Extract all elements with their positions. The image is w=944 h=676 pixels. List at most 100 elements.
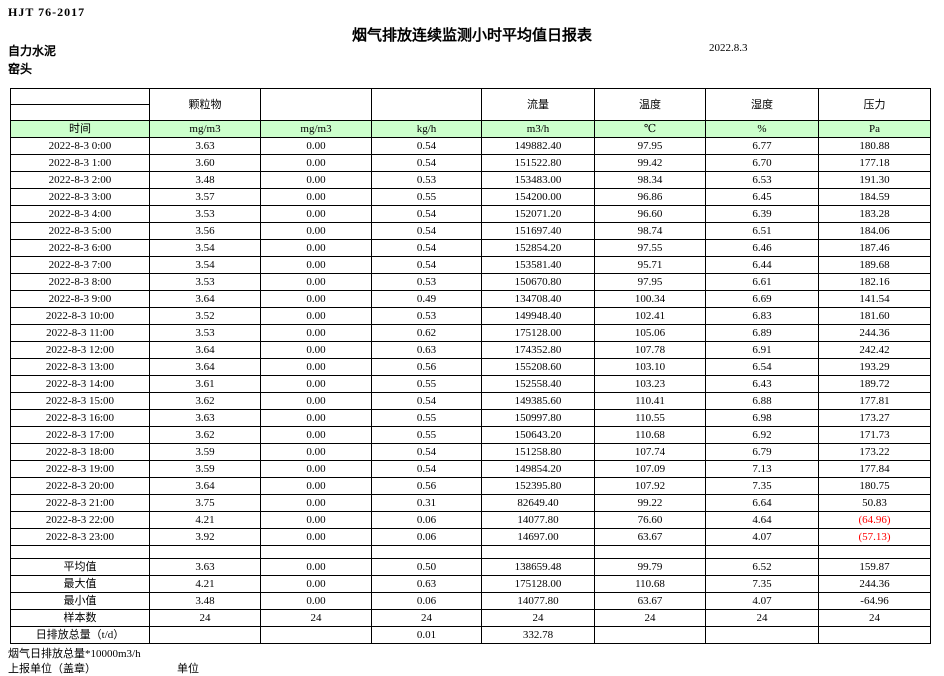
time-cell: 2022-8-3 2:00 — [10, 171, 150, 189]
value-cell: 175128.00 — [481, 575, 595, 593]
value-cell: 0.54 — [371, 137, 482, 155]
value-cell — [594, 626, 706, 644]
value-cell: 100.34 — [594, 290, 706, 308]
value-cell: 0.54 — [371, 239, 482, 257]
value-cell: -64.96 — [818, 592, 931, 610]
value-cell: 3.63 — [149, 409, 261, 427]
value-cell: 6.46 — [705, 239, 819, 257]
value-cell: 107.74 — [594, 443, 706, 461]
unit-time: 时间 — [10, 120, 150, 138]
value-cell: 3.57 — [149, 188, 261, 206]
value-cell: 0.00 — [260, 392, 372, 410]
value-cell: 0.00 — [260, 205, 372, 223]
table-row: 2022-8-3 8:00 3.53 0.00 0.53 150670.80 97.95 6… — [10, 273, 931, 291]
value-cell: 24 — [260, 609, 372, 627]
value-cell: 7.35 — [705, 575, 819, 593]
stack-name: 窑头 — [8, 62, 33, 76]
header-temperature: 温度 — [594, 88, 706, 121]
table-row: 2022-8-3 6:00 3.54 0.00 0.54 152854.20 97.55 6… — [10, 239, 931, 257]
value-cell: 4.07 — [705, 528, 819, 546]
value-cell: 0.53 — [371, 171, 482, 189]
value-cell: 0.00 — [260, 188, 372, 206]
unit-pa: Pa — [818, 120, 931, 138]
value-cell: 110.68 — [594, 575, 706, 593]
value-cell — [149, 626, 261, 644]
unit-kgh: kg/h — [371, 120, 482, 138]
value-cell: 97.95 — [594, 273, 706, 291]
summary-row: 最大值 4.21 0.00 0.63 175128.00 110.68 7.35 244.36 — [10, 575, 931, 593]
time-cell: 2022-8-3 6:00 — [10, 239, 150, 257]
value-cell: 4.21 — [149, 511, 261, 529]
value-cell: 332.78 — [481, 626, 595, 644]
value-cell: 103.23 — [594, 375, 706, 393]
time-cell: 2022-8-3 0:00 — [10, 137, 150, 155]
table-row: 2022-8-3 18:00 3.59 0.00 0.54 151258.80 107.7… — [10, 443, 931, 461]
value-cell: 189.72 — [818, 375, 931, 393]
value-cell: 0.00 — [260, 171, 372, 189]
value-cell: 82649.40 — [481, 494, 595, 512]
table-row: 2022-8-3 20:00 3.64 0.00 0.56 152395.80 107.9… — [10, 477, 931, 495]
value-cell: 149948.40 — [481, 307, 595, 325]
value-cell: 6.39 — [705, 205, 819, 223]
table-row: 2022-8-3 15:00 3.62 0.00 0.54 149385.60 110.4… — [10, 392, 931, 410]
value-cell: 7.35 — [705, 477, 819, 495]
value-cell: 0.00 — [260, 256, 372, 274]
value-cell — [818, 626, 931, 644]
value-cell: 151258.80 — [481, 443, 595, 461]
value-cell: 152558.40 — [481, 375, 595, 393]
header-humidity: 湿度 — [705, 88, 819, 121]
value-cell: 3.59 — [149, 443, 261, 461]
value-cell: 3.48 — [149, 171, 261, 189]
table-row: 2022-8-3 5:00 3.56 0.00 0.54 151697.40 98.74 6… — [10, 222, 931, 240]
value-cell: 0.55 — [371, 426, 482, 444]
value-cell: 96.60 — [594, 205, 706, 223]
standard-number: HJT 76-2017 — [8, 5, 86, 19]
value-cell: 99.79 — [594, 558, 706, 576]
value-cell: 154200.00 — [481, 188, 595, 206]
unit-row: 时间 mg/m3 mg/m3 kg/h m3/h ℃ % Pa — [10, 120, 931, 138]
value-cell: 6.64 — [705, 494, 819, 512]
value-cell: 14077.80 — [481, 511, 595, 529]
summary-label-cell: 平均值 — [10, 558, 150, 576]
value-cell: 6.70 — [705, 154, 819, 172]
value-cell: 99.42 — [594, 154, 706, 172]
time-cell: 2022-8-3 9:00 — [10, 290, 150, 308]
value-cell: 0.54 — [371, 222, 482, 240]
value-cell: 98.74 — [594, 222, 706, 240]
time-cell: 2022-8-3 8:00 — [10, 273, 150, 291]
report-table: 颗粒物 流量 温度 湿度 压力 时间 mg/m3 mg/m3 kg/h m3/h… — [10, 88, 931, 644]
value-cell: 149882.40 — [481, 137, 595, 155]
value-cell: 63.67 — [594, 528, 706, 546]
value-cell: 0.00 — [260, 222, 372, 240]
header-rows: 颗粒物 流量 温度 湿度 压力 时间 mg/m3 mg/m3 kg/h m3/h… — [10, 88, 931, 138]
value-cell: 24 — [594, 609, 706, 627]
value-cell: 24 — [818, 609, 931, 627]
summary-row: 日排放总量（t/d） 0.01 332.78 — [10, 626, 931, 644]
value-cell: 182.16 — [818, 273, 931, 291]
value-cell: 6.77 — [705, 137, 819, 155]
value-cell: 242.42 — [818, 341, 931, 359]
header-flow: 流量 — [481, 88, 595, 121]
value-cell: 6.53 — [705, 171, 819, 189]
time-cell: 2022-8-3 4:00 — [10, 205, 150, 223]
value-cell: 3.56 — [149, 222, 261, 240]
summary-row: 样本数 24 24 24 24 24 24 24 — [10, 609, 931, 627]
summary-row: 最小值 3.48 0.00 0.06 14077.80 63.67 4.07 -64.96 — [10, 592, 931, 610]
value-cell: 150997.80 — [481, 409, 595, 427]
value-cell: 3.62 — [149, 392, 261, 410]
value-cell: 3.53 — [149, 324, 261, 342]
value-cell: 3.59 — [149, 460, 261, 478]
value-cell: 193.29 — [818, 358, 931, 376]
value-cell: 0.63 — [371, 575, 482, 593]
value-cell: 0.00 — [260, 426, 372, 444]
time-cell: 2022-8-3 19:00 — [10, 460, 150, 478]
header-particulate: 颗粒物 — [149, 88, 261, 121]
value-cell: 155208.60 — [481, 358, 595, 376]
summary-label-cell: 日排放总量（t/d） — [10, 626, 150, 644]
value-cell: 6.52 — [705, 558, 819, 576]
value-cell: 149385.60 — [481, 392, 595, 410]
value-cell: 3.53 — [149, 273, 261, 291]
value-cell: 152071.20 — [481, 205, 595, 223]
time-cell: 2022-8-3 23:00 — [10, 528, 150, 546]
value-cell: 63.67 — [594, 592, 706, 610]
